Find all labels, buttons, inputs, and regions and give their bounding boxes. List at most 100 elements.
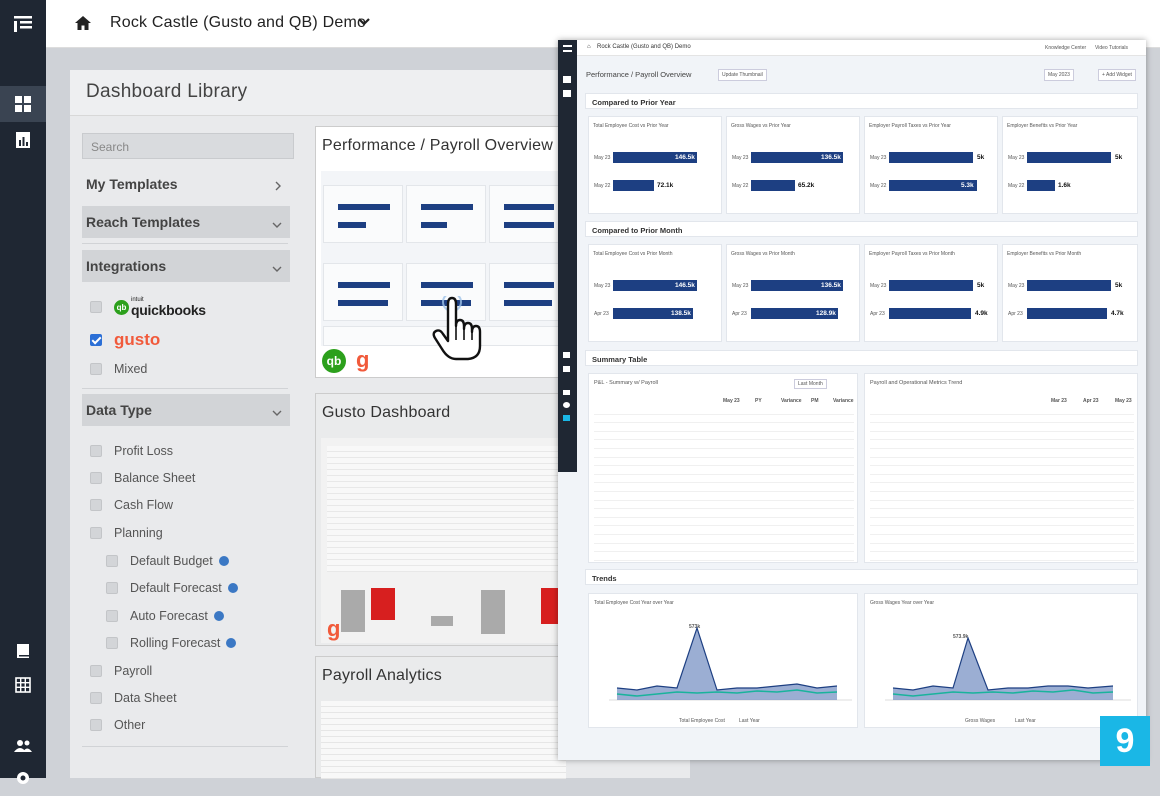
filter-label: Rolling Forecast [130, 636, 221, 650]
divider [82, 243, 288, 244]
section-prior-month: Compared to Prior Month [585, 221, 1138, 237]
menu-toggle-icon[interactable] [0, 6, 46, 42]
filter-profit-loss[interactable]: Profit Loss [90, 444, 173, 458]
filter-balance-sheet[interactable]: Balance Sheet [90, 471, 195, 485]
date-select: May 2023 [1044, 69, 1074, 81]
row-label: May 22 [594, 183, 611, 189]
divider [82, 746, 288, 747]
integrations-label: Integrations [86, 258, 167, 274]
info-icon[interactable] [226, 638, 237, 648]
bar [751, 308, 838, 319]
preview-home-icon: ⌂ [587, 44, 591, 50]
checkbox[interactable] [106, 555, 118, 567]
checkbox[interactable] [90, 719, 102, 731]
checkbox[interactable] [90, 472, 102, 484]
checkbox[interactable] [90, 692, 102, 704]
row-label: May 23 [1008, 283, 1025, 289]
book-icon [563, 352, 570, 358]
col-header: PM [811, 398, 819, 404]
filter-cash-flow[interactable]: Cash Flow [90, 498, 173, 512]
book-icon[interactable] [0, 633, 46, 669]
filter-other[interactable]: Other [90, 718, 145, 732]
checkbox[interactable] [90, 527, 102, 539]
preview-page-title: Performance / Payroll Overview [586, 70, 692, 79]
bar-value: 72.1k [657, 182, 674, 189]
quickbooks-logo: qb [322, 349, 346, 373]
kpi-card: Total Employee Cost vs Prior Year May 23… [588, 116, 722, 214]
bar-value: 5k [1115, 154, 1123, 161]
divider [82, 388, 288, 389]
chevron-down-icon[interactable] [358, 14, 370, 33]
filter-label: Auto Forecast [130, 609, 208, 623]
filter-label: Payroll [114, 664, 153, 678]
gusto-checkbox[interactable] [90, 334, 102, 346]
bar-value: 138.5k [671, 310, 691, 317]
dashboard-icon[interactable] [0, 86, 46, 122]
filter-default-budget[interactable]: Default Budget [106, 554, 229, 568]
filter-auto-forecast[interactable]: Auto Forecast [106, 609, 224, 623]
gusto-filter[interactable]: gusto [90, 330, 160, 350]
trend-chart-gross-wages: Gross Wages Year over Year 573.9k Gross … [864, 593, 1138, 728]
trend-chart-employee-cost: Total Employee Cost Year over Year 573k … [588, 593, 858, 728]
kpi-title: Employer Payroll Taxes vs Prior Year [869, 123, 951, 129]
filter-planning[interactable]: Planning [90, 526, 163, 540]
info-icon[interactable] [227, 583, 238, 593]
kpi-title: Total Employee Cost vs Prior Year [593, 123, 669, 129]
filter-default-forecast[interactable]: Default Forecast [106, 581, 238, 595]
mixed-filter[interactable]: Mixed [90, 362, 147, 376]
kpi-title: Total Employee Cost vs Prior Month [593, 251, 673, 257]
section-title: Summary Table [592, 355, 648, 364]
report-icon[interactable] [0, 122, 46, 158]
filter-rolling-forecast[interactable]: Rolling Forecast [106, 636, 237, 650]
info-icon[interactable] [213, 611, 224, 621]
template-card-gusto[interactable]: Gusto Dashboard g [315, 393, 566, 646]
bar-value: 65.2k [798, 182, 815, 189]
integrations-section[interactable]: Integrations [82, 250, 290, 282]
bar [613, 152, 697, 163]
chart-title: Total Employee Cost Year over Year [594, 600, 674, 606]
checkbox[interactable] [90, 499, 102, 511]
dashboard-preview: ⌂ Rock Castle (Gusto and QB) Demo Knowle… [558, 40, 1146, 760]
row-label: May 23 [732, 283, 749, 289]
search-input[interactable]: Search [82, 133, 294, 159]
template-card-payroll-analytics[interactable]: Payroll Analytics [315, 656, 566, 779]
checkbox[interactable] [106, 582, 118, 594]
kpi-title: Gross Wages vs Prior Month [731, 251, 795, 257]
my-templates-section[interactable]: My Templates [82, 168, 290, 200]
company-title[interactable]: Rock Castle (Gusto and QB) Demo [110, 14, 367, 31]
checkbox[interactable] [90, 665, 102, 677]
bar-value: 5k [1115, 282, 1123, 289]
col-header: May 23 [1115, 398, 1132, 404]
quickbooks-filter[interactable]: qb intuit quickbooks [90, 297, 206, 317]
section-title: Compared to Prior Year [592, 98, 676, 107]
filter-data-sheet[interactable]: Data Sheet [90, 691, 177, 705]
col-header: Variance [833, 398, 854, 404]
kpi-card: Total Employee Cost vs Prior Month May 2… [588, 244, 722, 342]
data-type-section[interactable]: Data Type [82, 394, 290, 426]
section-title: Trends [592, 574, 617, 583]
settings-gear-icon[interactable] [0, 760, 46, 796]
reach-templates-section[interactable]: Reach Templates [82, 206, 290, 238]
col-header: PY [755, 398, 762, 404]
bar-value: 4.9k [975, 310, 988, 317]
add-widget-button: + Add Widget [1098, 69, 1136, 81]
row-label: Apr 23 [732, 311, 747, 317]
mixed-checkbox[interactable] [90, 363, 102, 375]
filter-payroll[interactable]: Payroll [90, 664, 152, 678]
home-icon[interactable] [74, 14, 92, 37]
bar [889, 280, 973, 291]
info-icon[interactable] [218, 556, 229, 566]
step-badge: 9 [1100, 716, 1150, 766]
quickbooks-checkbox[interactable] [90, 301, 102, 313]
users-icon[interactable] [0, 728, 46, 764]
col-header: May 23 [723, 398, 740, 404]
checkbox[interactable] [90, 445, 102, 457]
grid-table-icon[interactable] [0, 667, 46, 703]
bar [1027, 280, 1111, 291]
checkbox[interactable] [106, 610, 118, 622]
kpi-card: Gross Wages vs Prior Year May 23 May 22 … [726, 116, 860, 214]
video-tutorials-link: Video Tutorials [1095, 45, 1128, 51]
checkbox[interactable] [106, 637, 118, 649]
menu-icon [563, 45, 572, 52]
template-thumbnail [321, 701, 566, 779]
